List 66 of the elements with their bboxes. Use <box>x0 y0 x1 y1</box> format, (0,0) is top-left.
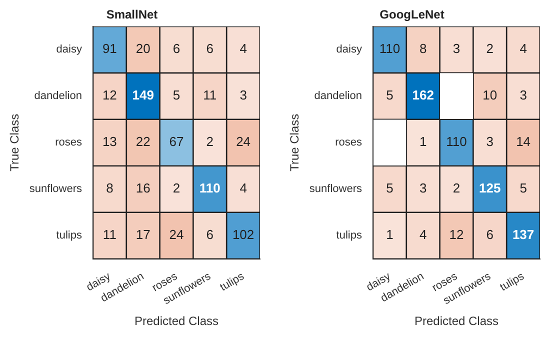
data-label: 4 <box>240 180 247 196</box>
y-tick-label: dandelion <box>314 90 362 102</box>
y-tick-label: sunflowers <box>309 183 362 196</box>
data-label: 125 <box>479 180 501 196</box>
data-label: 6 <box>486 227 494 242</box>
y-tick-label: roses <box>55 136 82 149</box>
data-label: 4 <box>240 41 247 56</box>
data-label: 17 <box>136 227 150 242</box>
data-label: 12 <box>449 227 464 242</box>
data-label: 1 <box>386 227 394 242</box>
data-label: 2 <box>486 41 494 56</box>
x-tick-label: tulips <box>218 270 247 294</box>
data-label: 110 <box>199 180 220 196</box>
data-label: 11 <box>102 227 116 242</box>
data-label: 5 <box>386 88 394 103</box>
data-label: 1 <box>419 134 427 150</box>
data-label: 3 <box>240 88 247 103</box>
data-label: 110 <box>446 134 467 150</box>
y-tick-label: tulips <box>56 230 82 242</box>
y-tick-label: daisy <box>56 44 82 56</box>
data-label: 8 <box>419 41 427 56</box>
data-label: 2 <box>172 180 180 196</box>
chart-title: GoogLeNet <box>380 8 444 22</box>
data-label: 6 <box>172 41 180 56</box>
chart-title: SmallNet <box>106 8 158 22</box>
data-label: 24 <box>236 134 251 150</box>
data-label: 14 <box>516 134 531 150</box>
y-tick-label: tulips <box>336 230 362 242</box>
data-label: 149 <box>132 88 154 103</box>
data-label: 3 <box>419 180 427 196</box>
data-label: 91 <box>102 41 117 56</box>
y-tick-label: sunflowers <box>29 183 82 196</box>
data-label: 5 <box>520 180 527 196</box>
data-label: 6 <box>206 227 214 242</box>
data-label: 3 <box>486 134 494 150</box>
y-tick-label: dandelion <box>34 90 82 102</box>
data-label: 2 <box>206 134 214 150</box>
data-label: 10 <box>482 88 498 103</box>
data-label: 3 <box>520 88 527 103</box>
data-label: 102 <box>232 227 254 242</box>
x-tick-label: tulips <box>498 270 527 294</box>
y-axis-title: True Class <box>8 114 22 172</box>
y-tick-label: roses <box>335 136 362 149</box>
data-label: 67 <box>169 134 184 150</box>
data-label: 16 <box>136 180 150 196</box>
x-axis-title: Predicted Class <box>414 314 499 328</box>
data-label: 5 <box>386 180 394 196</box>
data-label: 2 <box>452 180 460 196</box>
data-label: 24 <box>169 227 184 242</box>
data-label: 12 <box>102 88 117 103</box>
data-label: 137 <box>512 227 534 242</box>
data-label: 4 <box>520 41 527 56</box>
data-label: 6 <box>206 41 214 56</box>
data-label: 8 <box>106 180 114 196</box>
data-label: 11 <box>203 88 217 103</box>
data-label: 5 <box>172 88 180 103</box>
y-tick-label: daisy <box>336 44 362 56</box>
data-label: 3 <box>452 41 460 56</box>
data-label: 4 <box>419 227 427 242</box>
data-label: 162 <box>412 88 434 103</box>
data-label: 22 <box>136 134 150 150</box>
y-axis-title: True Class <box>288 114 302 172</box>
x-axis-title: Predicted Class <box>134 314 219 328</box>
data-label: 13 <box>102 134 117 150</box>
data-label: 20 <box>136 41 150 56</box>
data-label: 110 <box>379 41 400 56</box>
